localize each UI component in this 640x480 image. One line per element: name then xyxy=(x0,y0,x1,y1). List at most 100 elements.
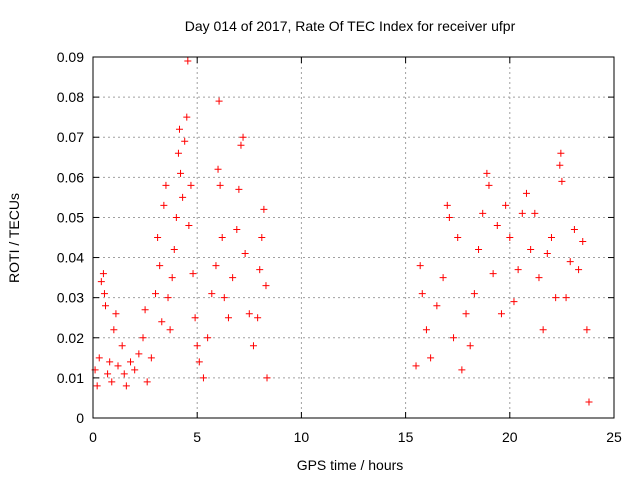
data-point xyxy=(218,234,226,241)
data-point xyxy=(193,342,201,350)
data-point xyxy=(156,262,164,270)
data-point xyxy=(241,250,249,258)
ticks-layer: 0 0.01 0.02 0.03 0.04 0.05 0.06 0.07 0.08 0.09 0 5 1… xyxy=(57,49,622,445)
data-point xyxy=(181,137,189,145)
data-point xyxy=(215,97,223,105)
data-point xyxy=(489,270,497,278)
data-point xyxy=(158,318,166,326)
data-point xyxy=(112,310,120,318)
data-point xyxy=(454,234,462,241)
y-tick-label: 0.02 xyxy=(57,330,84,346)
data-point xyxy=(224,314,232,322)
data-point xyxy=(585,398,593,406)
data-point xyxy=(187,181,195,189)
data-point xyxy=(97,278,105,286)
data-point xyxy=(556,161,564,169)
data-point xyxy=(539,326,547,334)
data-point xyxy=(229,274,237,282)
data-point xyxy=(260,205,268,213)
data-point xyxy=(470,290,478,298)
data-point xyxy=(531,209,539,217)
data-point xyxy=(535,274,543,282)
data-point xyxy=(170,246,178,254)
data-point xyxy=(208,290,216,298)
data-point xyxy=(579,238,587,246)
data-point xyxy=(518,209,526,217)
y-tick-label: 0.01 xyxy=(57,370,84,386)
data-point xyxy=(510,298,518,306)
data-point xyxy=(214,165,222,173)
data-point xyxy=(506,234,514,241)
data-point xyxy=(493,221,501,229)
x-tick-label: 0 xyxy=(89,429,97,445)
data-point xyxy=(199,374,207,382)
data-point xyxy=(185,221,193,229)
data-point xyxy=(177,169,185,177)
data-point xyxy=(212,262,220,270)
x-tick-label: 5 xyxy=(193,429,201,445)
y-tick-label: 0.05 xyxy=(57,209,84,225)
data-point xyxy=(256,266,264,274)
data-point xyxy=(522,189,530,197)
data-point xyxy=(131,366,139,374)
data-point xyxy=(114,362,122,370)
data-point xyxy=(583,326,591,334)
data-point xyxy=(95,354,103,362)
data-point xyxy=(172,213,180,221)
data-point xyxy=(235,185,243,193)
data-point xyxy=(416,262,424,270)
data-point xyxy=(179,193,187,201)
data-point xyxy=(254,314,262,322)
data-point xyxy=(143,378,151,386)
y-axis-title: ROTI / TECUs xyxy=(6,193,22,283)
data-point xyxy=(566,258,574,266)
data-point xyxy=(106,358,114,366)
data-point xyxy=(166,326,174,334)
data-point xyxy=(552,294,560,302)
chart-title: Day 014 of 2017, Rate Of TEC Index for r… xyxy=(185,18,516,34)
data-point xyxy=(122,382,130,390)
data-point xyxy=(184,57,192,65)
data-point xyxy=(195,358,203,366)
data-point xyxy=(475,246,483,254)
data-point xyxy=(102,302,110,310)
data-point xyxy=(93,382,101,390)
plot-frame xyxy=(92,56,615,419)
data-point xyxy=(562,294,570,302)
data-point xyxy=(483,169,491,177)
data-point xyxy=(547,234,555,241)
data-point xyxy=(412,362,420,370)
data-point xyxy=(160,201,168,209)
data-point xyxy=(433,302,441,310)
data-point xyxy=(110,326,118,334)
points-layer xyxy=(91,57,593,406)
data-point xyxy=(108,378,116,386)
data-point xyxy=(450,334,458,342)
data-point xyxy=(239,133,247,141)
data-point xyxy=(154,234,162,241)
data-point xyxy=(139,334,147,342)
x-tick-label: 15 xyxy=(398,429,414,445)
data-point xyxy=(462,310,470,318)
data-point xyxy=(175,125,183,133)
data-point xyxy=(191,314,199,322)
data-point xyxy=(514,266,522,274)
data-point xyxy=(263,374,271,382)
y-tick-label: 0.09 xyxy=(57,49,84,65)
data-point xyxy=(183,113,191,121)
y-tick-label: 0.06 xyxy=(57,169,84,185)
data-point xyxy=(168,274,176,282)
data-point xyxy=(262,282,270,290)
data-point xyxy=(118,342,126,350)
data-point xyxy=(502,201,510,209)
data-point xyxy=(527,246,535,254)
data-point xyxy=(445,213,453,221)
y-tick-label: 0 xyxy=(76,410,84,426)
data-point xyxy=(204,334,212,342)
data-point xyxy=(233,225,241,233)
data-point xyxy=(427,354,435,362)
y-tick-label: 0.08 xyxy=(57,89,84,105)
data-point xyxy=(152,290,160,298)
x-tick-label: 10 xyxy=(294,429,310,445)
data-point xyxy=(100,290,108,298)
